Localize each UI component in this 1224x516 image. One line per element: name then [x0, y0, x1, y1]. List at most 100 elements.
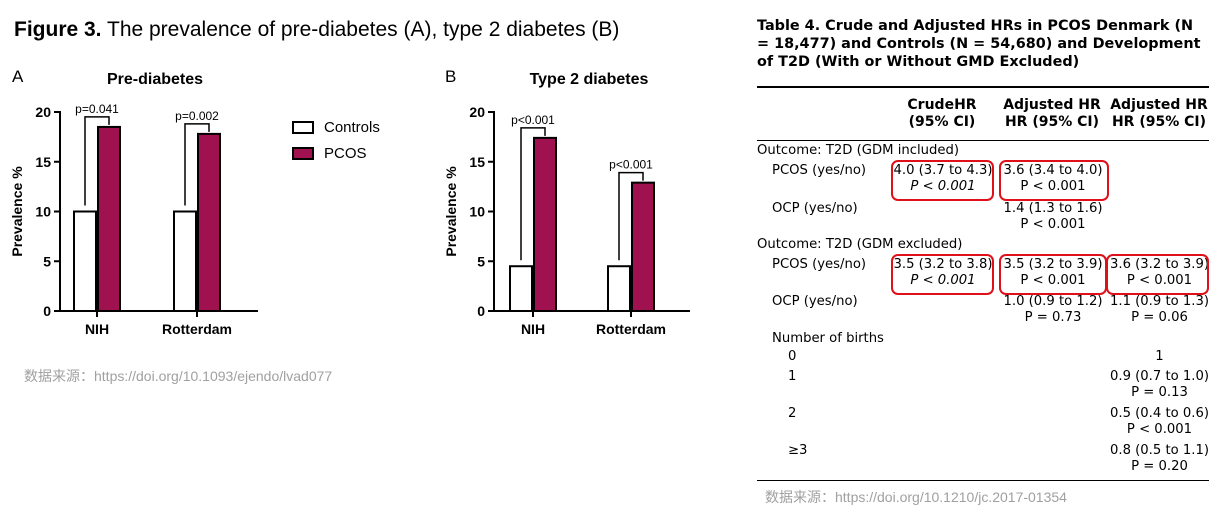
row-label-births-0: 0 — [788, 349, 797, 364]
table-source: 数据来源：https://doi.org/10.1210/jc.2017-013… — [765, 489, 1067, 505]
cell-pcos-2-adj1-p: P < 0.001 — [1020, 273, 1086, 288]
row-label-section-gdm-excluded: Outcome: T2D (GDM excluded) — [757, 237, 963, 252]
significance-bracket — [84, 116, 110, 206]
p-value-annotation: p=0.041 — [75, 102, 119, 116]
y-tick-label: 0 — [43, 303, 51, 319]
chart-pre-diabetes: Pre-diabetes Prevalence % 0 5 10 15 20 NIH p=0.0… — [9, 71, 258, 337]
row-label-births-3plus: ≥3 — [788, 443, 808, 458]
y-axis-label: Prevalence % — [9, 166, 25, 257]
cell-births-1-adj2-p: P = 0.13 — [1131, 385, 1188, 400]
cell-ocp-1-adj1: 1.4 (1.3 to 1.6) P < 0.001 — [1001, 201, 1105, 233]
cell-pcos-1-crude-p: P < 0.001 — [910, 179, 976, 194]
col-header-adjusted-1-line2: HR (95% CI) — [1004, 114, 1100, 130]
chart-title: Type 2 diabetes — [530, 71, 649, 88]
col-header-adjusted-2-line1: Adjusted HR — [1110, 97, 1208, 113]
chart-title: Pre-diabetes — [107, 71, 203, 88]
cell-births-1-adj2: 0.9 (0.7 to 1.0) P = 0.13 — [1108, 369, 1211, 401]
cell-ocp-2-adj2-hr: 1.1 (0.9 to 1.3) — [1109, 294, 1210, 309]
significance-bracket — [184, 123, 210, 206]
highlight-pcos-2-adj1 — [999, 254, 1107, 295]
cell-births-1-adj2-hr: 0.9 (0.7 to 1.0) — [1109, 369, 1210, 384]
figure-title: Figure 3. The prevalence of pre-diabetes… — [14, 18, 619, 42]
significance-bracket — [618, 171, 644, 261]
cell-births-2-adj2-p: P < 0.001 — [1126, 422, 1193, 437]
y-tick-label: 20 — [469, 104, 485, 120]
x-tick-label: NIH — [521, 321, 545, 337]
cell-pcos-2-adj2: 3.6 (3.2 to 3.9) P < 0.001 — [1108, 257, 1211, 289]
legend-label-pcos: PCOS — [324, 144, 367, 162]
row-label-number-of-births: Number of births — [772, 331, 884, 346]
figure-label: Figure 3. — [14, 18, 102, 41]
bar-controls-nih — [509, 265, 533, 313]
y-axis-label: Prevalence % — [443, 166, 459, 257]
table-top-rule — [757, 86, 1209, 88]
table-title: Table 4. Crude and Adjusted HRs in PCOS … — [757, 18, 1201, 70]
legend-item-controls: Controls — [292, 114, 380, 140]
cell-births-3plus-adj2-p: P = 0.20 — [1131, 459, 1188, 474]
legend-label-controls: Controls — [324, 118, 380, 136]
bar-controls-rotterdam — [607, 265, 631, 313]
x-tick-label: NIH — [85, 321, 109, 337]
p-value-annotation: p<0.001 — [609, 158, 653, 172]
cell-pcos-1-adj1: 3.6 (3.4 to 4.0) P < 0.001 — [1001, 163, 1105, 195]
cell-pcos-2-adj1: 3.5 (3.2 to 3.9) P < 0.001 — [1001, 257, 1105, 289]
cell-births-3plus-adj2: 0.8 (0.5 to 1.1) P = 0.20 — [1108, 443, 1211, 475]
bar-controls-nih — [73, 210, 97, 312]
y-tick-label: 10 — [35, 204, 51, 220]
highlight-pcos-2-crude — [891, 254, 994, 295]
legend-swatch-controls — [292, 120, 314, 134]
bar-pcos-nih — [533, 136, 557, 312]
col-header-adjusted-1-line1: Adjusted HR — [1003, 97, 1101, 113]
x-tick-label: Rotterdam — [162, 321, 232, 337]
cell-pcos-1-adj1-p: P < 0.001 — [1020, 179, 1086, 194]
cell-ocp-2-adj1-p: P = 0.73 — [1024, 310, 1082, 325]
chart-legend: Controls PCOS — [292, 114, 380, 166]
row-label-births-2: 2 — [788, 406, 797, 421]
legend-item-pcos: PCOS — [292, 140, 380, 166]
x-tick-label: Rotterdam — [596, 321, 666, 337]
cell-pcos-1-crude-hr: 4.0 (3.7 to 4.3) — [893, 163, 993, 178]
panel-letter-b: B — [445, 67, 457, 86]
cell-births-0-adj2: 1 — [1155, 349, 1164, 364]
row-label-pcos-1: PCOS (yes/no) — [772, 163, 867, 178]
cell-ocp-2-adj1: 1.0 (0.9 to 1.2) P = 0.73 — [1001, 294, 1105, 326]
col-header-adjusted-2: Adjusted HR HR (95% CI) — [1106, 97, 1212, 131]
cell-pcos-2-crude-hr: 3.5 (3.2 to 3.8) — [893, 257, 993, 272]
cell-ocp-2-adj2: 1.1 (0.9 to 1.3) P = 0.06 — [1108, 294, 1211, 326]
cell-births-3plus-adj2-hr: 0.8 (0.5 to 1.1) — [1109, 443, 1210, 458]
figure-source: 数据来源：https://doi.org/10.1093/ejendo/lvad… — [24, 368, 333, 384]
bar-pcos-rotterdam — [197, 132, 221, 312]
cell-ocp-2-adj1-hr: 1.0 (0.9 to 1.2) — [1003, 294, 1103, 309]
figure-caption: The prevalence of pre-diabetes (A), type… — [101, 18, 620, 41]
row-label-section-gdm-included: Outcome: T2D (GDM included) — [757, 143, 959, 158]
y-tick-label: 20 — [35, 104, 51, 120]
bar-pcos-rotterdam — [631, 181, 655, 312]
chart-type2-diabetes: Type 2 diabetes Prevalence % 0 5 10 15 20 NIH p<… — [443, 71, 690, 337]
y-tick-label: 5 — [43, 253, 51, 269]
cell-ocp-1-adj1-p: P < 0.001 — [1020, 217, 1086, 232]
col-header-adjusted-1: Adjusted HR HR (95% CI) — [996, 97, 1108, 131]
cell-births-2-adj2: 0.5 (0.4 to 0.6) P < 0.001 — [1108, 406, 1211, 438]
col-header-crude-line1: CrudeHR — [907, 97, 977, 113]
cell-pcos-2-adj2-hr: 3.6 (3.2 to 3.9) — [1109, 257, 1210, 272]
row-label-ocp-1: OCP (yes/no) — [772, 201, 858, 216]
cell-pcos-2-adj1-hr: 3.5 (3.2 to 3.9) — [1003, 257, 1103, 272]
significance-bracket — [520, 127, 546, 261]
panel-letter-a: A — [12, 67, 24, 86]
p-value-annotation: p<0.001 — [511, 113, 555, 127]
row-label-pcos-2: PCOS (yes/no) — [772, 257, 867, 272]
y-tick-label: 5 — [477, 253, 485, 269]
p-value-annotation: p=0.002 — [175, 109, 219, 123]
bar-pcos-nih — [97, 125, 121, 312]
col-header-crude-line2: (95% CI) — [908, 114, 976, 130]
highlight-pcos-1-crude — [891, 160, 994, 201]
y-tick-label: 15 — [469, 154, 485, 170]
col-header-adjusted-2-line2: HR (95% CI) — [1111, 114, 1207, 130]
row-label-births-1: 1 — [788, 369, 797, 384]
cell-births-2-adj2-hr: 0.5 (0.4 to 0.6) — [1109, 406, 1210, 421]
table-bottom-rule — [757, 480, 1209, 481]
cell-pcos-1-adj1-hr: 3.6 (3.4 to 4.0) — [1003, 163, 1103, 178]
cell-pcos-2-crude: 3.5 (3.2 to 3.8) P < 0.001 — [892, 257, 994, 289]
row-label-ocp-2: OCP (yes/no) — [772, 294, 858, 309]
cell-pcos-2-crude-p: P < 0.001 — [910, 273, 976, 288]
